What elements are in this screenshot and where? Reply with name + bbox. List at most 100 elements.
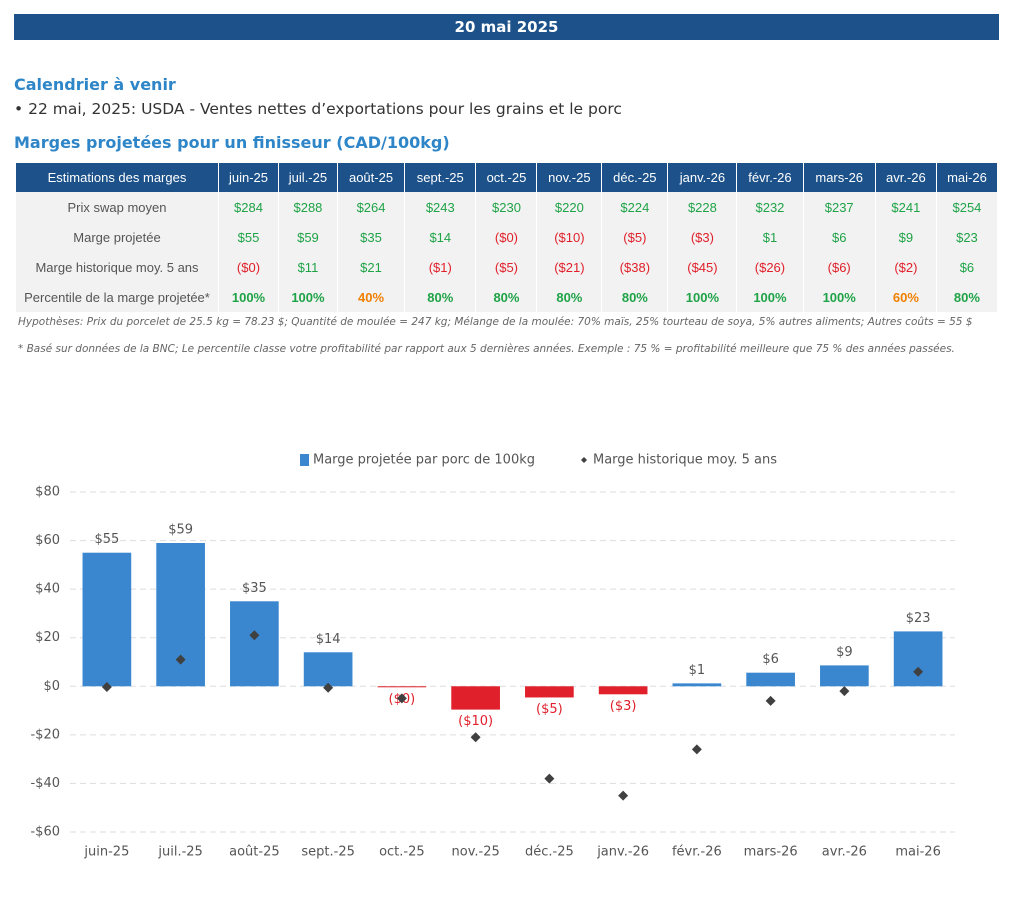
y-tick-label: $80 [35,485,60,500]
marker [323,682,334,693]
x-tick-label: oct.-25 [379,845,425,860]
calendar-title: Calendrier à venir [14,75,176,94]
header-cell: janv.-26 [667,163,738,192]
x-tick-label: janv.-26 [596,845,649,860]
bar [893,631,943,687]
bar [451,686,500,710]
row-label: Marge projetée [16,222,219,252]
cell: ($5) [475,252,538,282]
bar [303,652,353,687]
table-row: Marge historique moy. 5 ans ($0) $11 $21 ($1… [16,252,999,282]
value-label: $1 [689,663,706,678]
y-tick-label: $0 [43,679,60,694]
x-tick-label: févr.-26 [672,845,722,860]
marker [765,695,776,706]
cell: $21 [337,252,406,282]
value-label: $35 [242,581,267,596]
cell: 40% [337,282,406,312]
value-label: $23 [906,611,931,626]
legend-label: Marge projetée par porc de 100kg [313,453,535,468]
cell: ($0) [475,222,538,252]
cell: $232 [736,192,804,222]
cell: $1 [736,222,804,252]
cell: $228 [667,192,738,222]
marker [618,790,629,801]
y-tick-label: -$60 [30,825,60,840]
header-cell: oct.-25 [475,163,538,192]
x-tick-label: avr.-26 [822,845,867,860]
y-tick-label: $60 [35,533,60,548]
header-cell: juin-25 [218,163,279,192]
cell: $220 [536,192,603,222]
cell: $35 [337,222,406,252]
marker [913,666,924,677]
row-label: Marge historique moy. 5 ans [16,252,219,282]
y-tick-label: -$20 [30,727,60,742]
cell: ($3) [667,222,738,252]
cell: $59 [278,222,338,252]
cell: $241 [875,192,937,222]
cell: $224 [601,192,669,222]
header-cell: déc.-25 [601,163,669,192]
y-tick-label: -$40 [30,776,60,791]
date-banner: 20 mai 2025 [14,14,999,40]
cell: 100% [218,282,279,312]
cell: $6 [936,252,999,282]
cell: 100% [278,282,338,312]
margin-table: Estimations des marges juin-25 juil.-25 aoû… [16,163,999,312]
bar [156,543,205,687]
header-cell: nov.-25 [536,163,603,192]
x-tick-label: mai-26 [895,845,940,860]
header-cell: août-25 [337,163,406,192]
header-cell: févr.-26 [736,163,804,192]
value-label: $9 [836,645,853,660]
x-tick-label: sept.-25 [301,845,355,860]
table-title: Marges projetées pour un finisseur (CAD/… [14,133,450,152]
value-label: ($5) [536,702,563,717]
bar [377,686,427,688]
y-tick-label: $20 [35,630,60,645]
cell: $6 [803,222,876,252]
marker [691,744,702,755]
cell: $55 [218,222,279,252]
header-cell: juil.-25 [278,163,338,192]
marker [544,773,555,784]
cell: ($1) [404,252,477,282]
cell: $230 [475,192,538,222]
cell: 80% [936,282,999,312]
header-cell: avr.-26 [875,163,937,192]
cell: 80% [536,282,603,312]
cell: 100% [667,282,738,312]
cell: ($10) [536,222,603,252]
legend-swatch [581,457,587,463]
header-cell: sept.-25 [404,163,477,192]
cell: ($45) [667,252,738,282]
bar [525,686,574,698]
y-tick-label: $40 [35,582,60,597]
note: * Basé sur données de la BNC; Le percent… [18,343,955,355]
cell: $9 [875,222,937,252]
cell: ($6) [803,252,876,282]
marker [175,654,186,665]
x-tick-label: nov.-25 [452,845,500,860]
x-tick-label: août-25 [229,845,280,860]
value-label: $55 [94,532,119,547]
bar [672,683,722,687]
value-label: ($10) [458,714,493,729]
cell: $237 [803,192,876,222]
cell: ($0) [218,252,279,282]
cell: $11 [278,252,338,282]
cell: $264 [337,192,406,222]
value-label: $14 [316,632,341,647]
value-label: $59 [168,523,193,538]
cell: 100% [803,282,876,312]
value-label: $6 [762,652,779,667]
marker [101,682,112,693]
cell: $243 [404,192,477,222]
cell: $284 [218,192,279,222]
bar [82,552,132,687]
bar [820,665,869,687]
marker [249,630,260,641]
header-cell: mai-26 [936,163,999,192]
legend-swatch [300,454,309,466]
